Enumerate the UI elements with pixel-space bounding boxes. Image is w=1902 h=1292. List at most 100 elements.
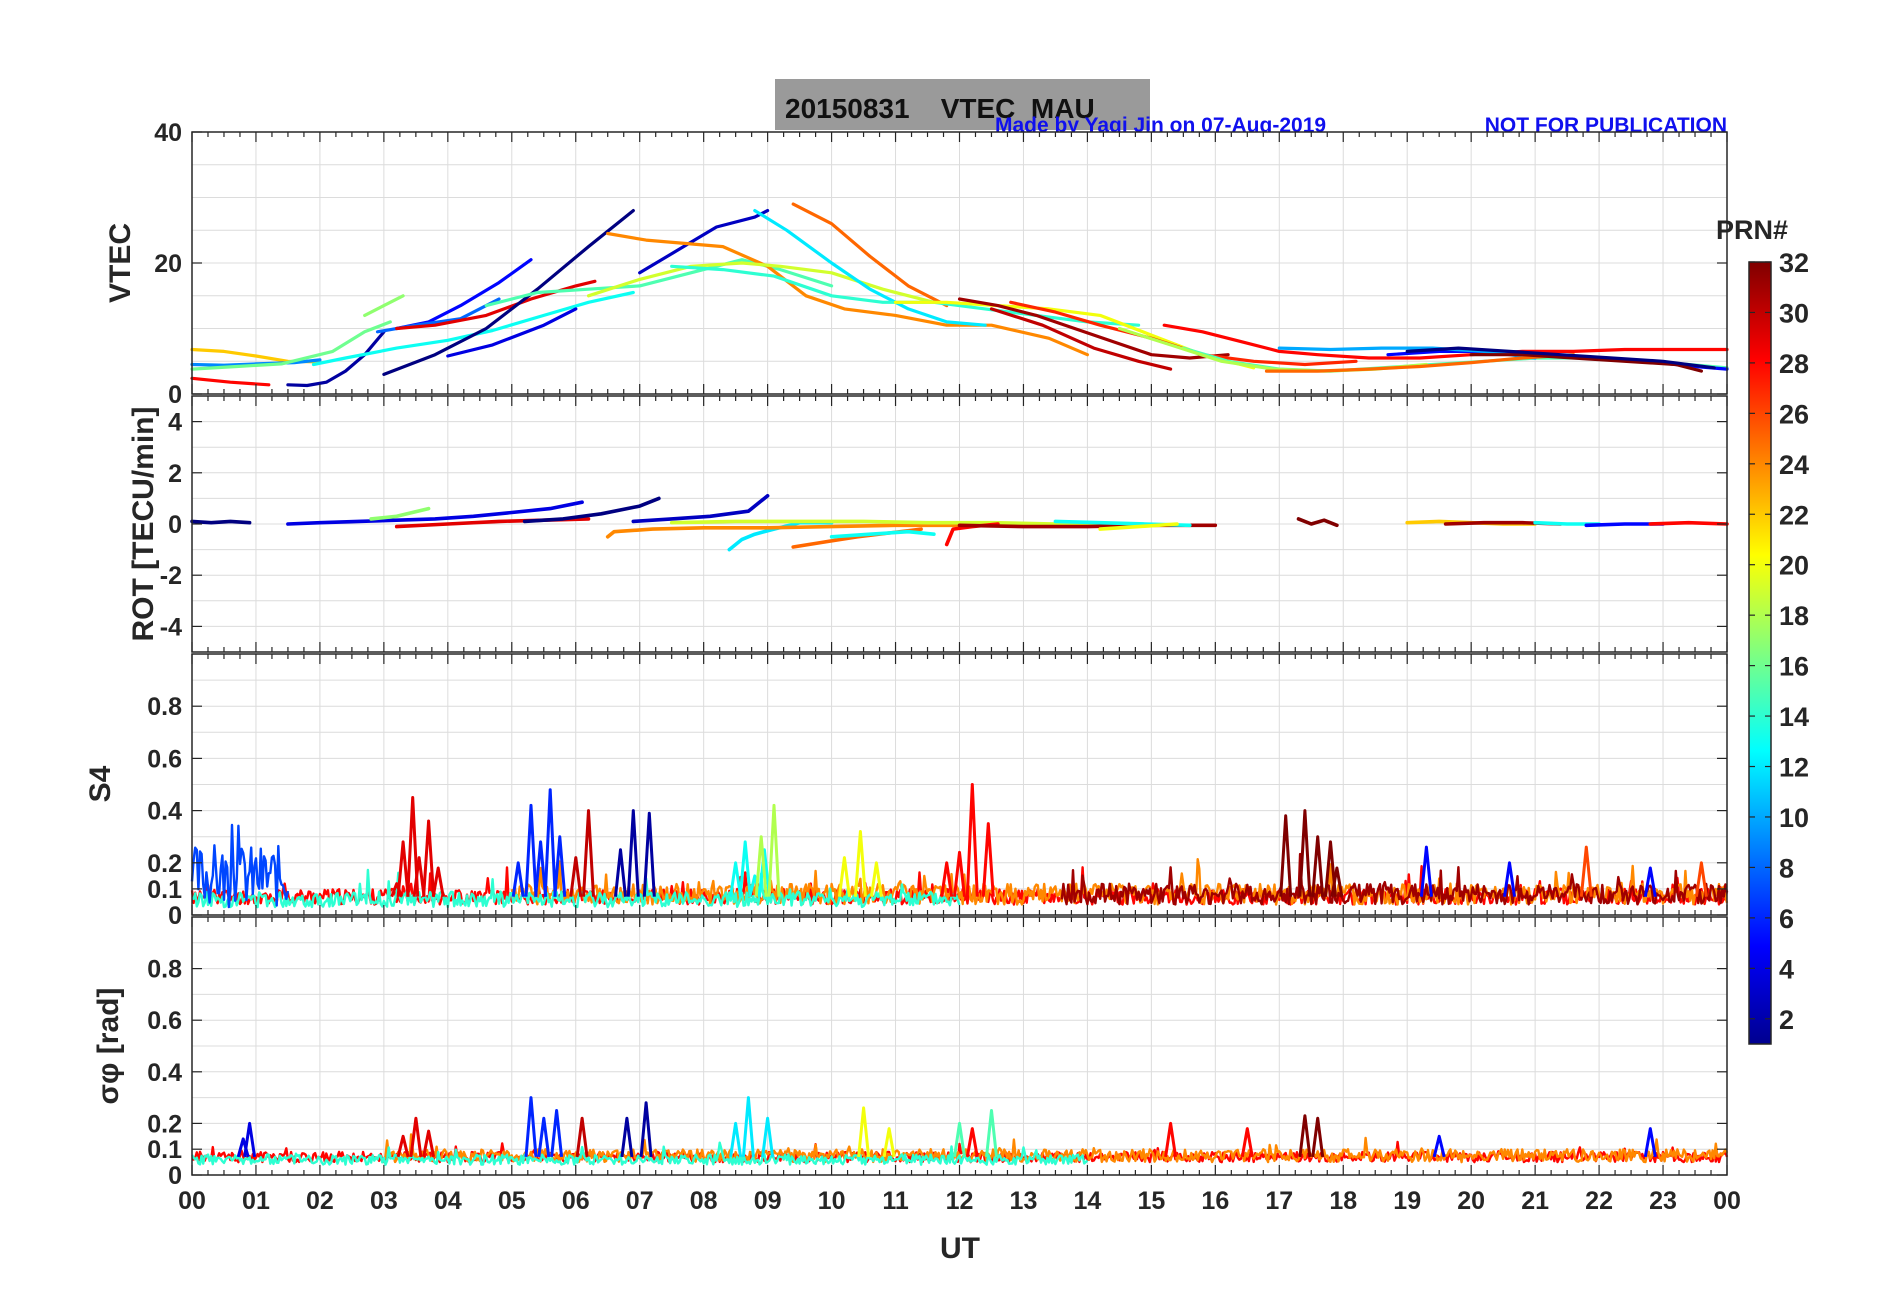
spike-prn-29 bbox=[409, 1116, 423, 1158]
ylabel-vtec: VTEC bbox=[104, 223, 137, 303]
spike-prn-29 bbox=[422, 1129, 436, 1158]
colorbar-tick-label: 20 bbox=[1779, 551, 1809, 581]
spike-prn-5 bbox=[1503, 861, 1516, 897]
colorbar-tick-label: 26 bbox=[1779, 399, 1809, 429]
x-ticks bbox=[191, 654, 1728, 915]
chart-title: 20150831 VTEC MAU bbox=[785, 93, 1095, 124]
x-ticks bbox=[191, 917, 1728, 1175]
spike-prn-15 bbox=[953, 1121, 966, 1158]
x-tick-label: 05 bbox=[498, 1187, 526, 1215]
spike-prn-28 bbox=[940, 861, 954, 897]
series-prn-10 bbox=[1277, 346, 1537, 360]
spike-prn-29 bbox=[412, 856, 426, 897]
panel-vtec: 0 20 40 VTEC bbox=[104, 119, 1729, 409]
series-prn-1 bbox=[382, 209, 635, 376]
spike-prn-29 bbox=[396, 1134, 410, 1158]
series-prn-2 bbox=[286, 330, 386, 388]
series-prn-3 bbox=[631, 494, 770, 524]
series-prn-30 bbox=[989, 307, 1173, 371]
series-prn-13 bbox=[829, 529, 936, 539]
colorbar-tick-label: 32 bbox=[1779, 248, 1809, 278]
spike-prn-26 bbox=[1694, 861, 1708, 897]
series-prn-29 bbox=[395, 279, 597, 331]
spike-prn-5 bbox=[1419, 845, 1433, 897]
spike-prn-4 bbox=[243, 1121, 257, 1158]
y-tick-label: -2 bbox=[160, 562, 182, 590]
spike-prn-28 bbox=[1240, 1127, 1254, 1158]
x-tick-label: 16 bbox=[1201, 1187, 1229, 1215]
spike-prn-13 bbox=[757, 848, 771, 897]
panel-s4-data bbox=[190, 783, 1729, 909]
spike-prn-12 bbox=[741, 1096, 755, 1158]
spike-prn-29 bbox=[396, 840, 410, 897]
y-tick-label: 0 bbox=[168, 902, 182, 930]
title-box bbox=[775, 79, 1150, 130]
spike-prn-20 bbox=[853, 830, 867, 897]
y-tick-label: 4 bbox=[168, 409, 182, 437]
spike-prn-32 bbox=[1330, 866, 1344, 897]
spike-prn-29 bbox=[431, 866, 445, 897]
colorbar-tick-label: 2 bbox=[1779, 1005, 1794, 1035]
x-tick-label: 02 bbox=[306, 1187, 334, 1215]
spike-prn-6 bbox=[524, 803, 538, 897]
spike-prn-6 bbox=[534, 840, 548, 897]
spike-prn-2 bbox=[626, 809, 640, 897]
spike-prn-6 bbox=[543, 788, 557, 897]
colorbar-tick-label: 12 bbox=[1779, 753, 1809, 783]
series-prn-31 bbox=[957, 297, 1230, 360]
y-tick-label: 0.6 bbox=[147, 745, 182, 773]
series-prn-31 bbox=[1060, 852, 1729, 906]
spike-prn-32 bbox=[1298, 1114, 1312, 1158]
spike-prn-20 bbox=[882, 1127, 896, 1158]
series-prn-7 bbox=[190, 823, 290, 909]
x-tick-label: 23 bbox=[1649, 1187, 1677, 1215]
y-tick-label: 2 bbox=[168, 460, 182, 488]
series-prn-17 bbox=[369, 506, 431, 521]
colorbar-tick-label: 30 bbox=[1779, 298, 1809, 328]
spike-prn-13 bbox=[729, 861, 743, 897]
panel-vtec-data bbox=[190, 202, 1729, 388]
spike-prn-12 bbox=[729, 1121, 743, 1158]
spike-prn-6 bbox=[524, 1096, 538, 1158]
x-tick-label: 09 bbox=[754, 1187, 782, 1215]
y-tick-label: 0.8 bbox=[147, 956, 182, 984]
xlabel: UT bbox=[940, 1232, 980, 1265]
spike-prn-28 bbox=[965, 783, 979, 897]
x-tick-label: 03 bbox=[370, 1187, 398, 1215]
series-prn-16 bbox=[190, 320, 392, 371]
series-prn-28 bbox=[1162, 323, 1729, 360]
x-tick-label: 15 bbox=[1137, 1187, 1165, 1215]
colorbar-tick-label: 16 bbox=[1779, 652, 1809, 682]
spike-prn-28 bbox=[965, 1127, 979, 1158]
spike-prn-28 bbox=[1164, 1121, 1178, 1158]
spike-prn-15 bbox=[985, 1109, 998, 1158]
panel-s4: 00.10.2 0.4 0.6 0.8 S4 bbox=[84, 653, 1729, 930]
colorbar bbox=[1748, 261, 1772, 1045]
spike-prn-6 bbox=[537, 1116, 551, 1158]
ylabel-rot: ROT [TECU/min] bbox=[127, 407, 160, 642]
y-tick-label: 0.6 bbox=[147, 1007, 182, 1035]
colorbar-tick-label: 6 bbox=[1779, 904, 1794, 934]
spike-prn-26 bbox=[1579, 845, 1593, 897]
colorbar-tick-label: 22 bbox=[1779, 500, 1809, 530]
y-tick-label: 0.4 bbox=[147, 798, 182, 826]
x-ticks bbox=[191, 396, 1728, 652]
series-prn-25 bbox=[791, 202, 949, 308]
spike-prn-5 bbox=[1643, 1127, 1657, 1158]
x-tick-label: 22 bbox=[1585, 1187, 1613, 1215]
colorbar-tick-label: 8 bbox=[1779, 853, 1794, 883]
colorbar-tick-label: 18 bbox=[1779, 601, 1809, 631]
spike-prn-2 bbox=[620, 1116, 634, 1158]
spike-prn-6 bbox=[511, 861, 525, 897]
y-tick-label: 0.2 bbox=[147, 1110, 182, 1138]
spike-prn-12 bbox=[761, 1116, 775, 1158]
colorbar-tick-label: 10 bbox=[1779, 803, 1809, 833]
spike-prn-18 bbox=[754, 835, 768, 897]
series-prn-25 bbox=[1264, 353, 1576, 373]
spike-prn-2 bbox=[614, 848, 627, 897]
panel-sigma: 00.10.2 0.4 0.6 0.8 σφ [rad] bbox=[92, 916, 1729, 1190]
series-prn-24 bbox=[606, 231, 1089, 357]
spike-prn-5 bbox=[1643, 866, 1657, 897]
